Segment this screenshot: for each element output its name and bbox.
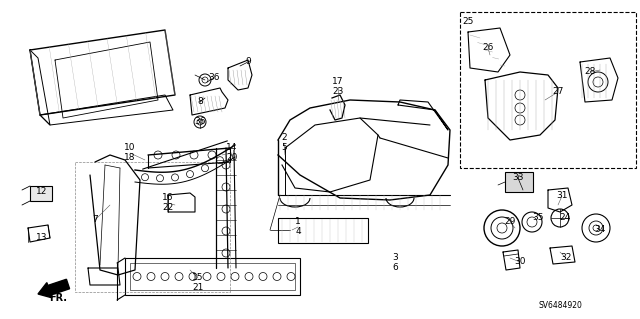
Text: 22: 22 bbox=[163, 204, 173, 212]
Text: 4: 4 bbox=[295, 227, 301, 236]
Text: 2: 2 bbox=[281, 133, 287, 143]
Bar bbox=[125, 258, 300, 295]
Text: 7: 7 bbox=[92, 216, 98, 225]
Text: 15: 15 bbox=[192, 273, 204, 283]
Text: 26: 26 bbox=[483, 43, 493, 53]
Text: 10: 10 bbox=[124, 144, 136, 152]
Text: 21: 21 bbox=[192, 284, 204, 293]
Text: 24: 24 bbox=[559, 213, 571, 222]
FancyArrow shape bbox=[38, 279, 70, 298]
Text: 27: 27 bbox=[552, 87, 564, 97]
Text: 9: 9 bbox=[245, 57, 251, 66]
Text: 36: 36 bbox=[195, 117, 205, 127]
Bar bbox=[505, 172, 533, 192]
Text: 12: 12 bbox=[36, 188, 48, 197]
Bar bbox=[278, 218, 368, 243]
Text: 25: 25 bbox=[462, 18, 474, 26]
Bar bbox=[460, 12, 636, 168]
Text: 34: 34 bbox=[595, 226, 605, 234]
Text: 35: 35 bbox=[532, 213, 544, 222]
Text: 30: 30 bbox=[515, 257, 525, 266]
Text: 1: 1 bbox=[295, 218, 301, 226]
Text: 20: 20 bbox=[227, 153, 237, 162]
Text: 5: 5 bbox=[281, 144, 287, 152]
Text: 18: 18 bbox=[124, 153, 136, 162]
Text: 31: 31 bbox=[556, 191, 568, 201]
Text: 13: 13 bbox=[36, 234, 48, 242]
Text: 16: 16 bbox=[163, 194, 173, 203]
Text: FR.: FR. bbox=[49, 293, 67, 303]
Text: 29: 29 bbox=[504, 218, 516, 226]
Text: 6: 6 bbox=[392, 263, 398, 272]
Text: 28: 28 bbox=[584, 68, 596, 77]
Text: 17: 17 bbox=[332, 78, 344, 86]
Text: 3: 3 bbox=[392, 254, 398, 263]
Text: 8: 8 bbox=[197, 98, 203, 107]
Text: 14: 14 bbox=[227, 144, 237, 152]
Bar bbox=[75, 162, 230, 292]
Text: 23: 23 bbox=[332, 87, 344, 97]
Text: 32: 32 bbox=[560, 254, 572, 263]
Text: 36: 36 bbox=[208, 73, 220, 83]
Text: SV6484920: SV6484920 bbox=[538, 301, 582, 310]
Bar bbox=[30, 186, 52, 201]
Text: 33: 33 bbox=[512, 174, 524, 182]
Bar bbox=[130, 263, 295, 290]
